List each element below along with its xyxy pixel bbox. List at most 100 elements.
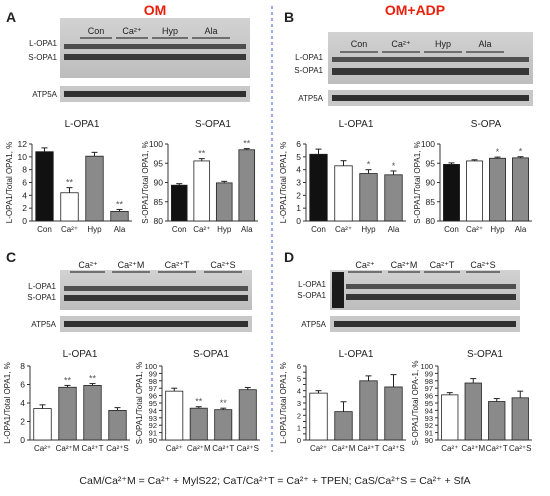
x-tick-label: Ca²⁺T	[486, 444, 508, 453]
y-tick-label: 85	[154, 197, 164, 207]
y-tick-label: 90	[425, 436, 433, 445]
y-tick-label: 8	[20, 361, 25, 371]
blot-d: L-OPA1 S-OPA1 ATP5A Ca²⁺ Ca²⁺M Ca²⁺T Ca²…	[297, 260, 520, 332]
y-tick-label: 2	[296, 190, 301, 200]
y-tick-label: 3	[296, 178, 301, 188]
y-tick-label: 4	[20, 398, 25, 408]
x-tick-label: Ca²⁺	[310, 444, 327, 453]
blot-a-band-bottom-label: S-OPA1	[28, 53, 57, 62]
x-tick-label: Ca²⁺	[441, 444, 458, 453]
x-tick-label: Ca²⁺S	[106, 444, 128, 453]
significance-label: *	[392, 161, 396, 171]
chart-c2: S-OPA1 90919293949596979899100S-OPA1/Tota…	[135, 349, 260, 453]
y-tick-label: 6	[297, 362, 301, 371]
blot-c-band-bottom-label: S-OPA1	[27, 293, 56, 302]
chart-title: S-OPA	[471, 119, 502, 130]
y-tick-label: 0	[22, 216, 27, 226]
y-tick-label: 6	[22, 178, 27, 188]
y-tick-label: 0	[296, 216, 301, 226]
bar	[488, 401, 506, 441]
x-tick-label: Ca²⁺M	[187, 444, 211, 453]
y-axis-label: L-OPA1/Total OPA1, %	[3, 362, 12, 444]
y-tick-label: 5	[297, 374, 301, 383]
panel-letter-d: D	[284, 249, 294, 265]
bar	[214, 409, 233, 441]
blot-c-lane-label: Ca²⁺M	[118, 260, 145, 270]
y-axis-label: S-OPA1/Total OPA1, %	[135, 362, 144, 444]
y-tick-label: 95	[426, 158, 436, 168]
blot-d-marker-lane	[332, 272, 344, 308]
x-tick-label: Ca²⁺	[335, 225, 352, 234]
blot-d-lane-label: Ca²⁺	[355, 260, 375, 270]
y-axis-label: S-OPA1/Total OPA-1, %	[411, 360, 420, 445]
chart-title: L-OPA1	[339, 349, 374, 360]
blot-a-band-bottom	[64, 54, 246, 60]
bar	[512, 157, 529, 222]
significance-label: **	[195, 397, 203, 407]
y-tick-label: 2	[20, 417, 25, 427]
chart-title: L-OPA1	[339, 119, 374, 130]
bar	[464, 382, 482, 441]
x-tick-label: Ca²⁺S	[382, 444, 404, 453]
y-tick-label: 100	[420, 362, 433, 371]
y-tick-label: 92	[149, 421, 157, 430]
bar	[83, 385, 102, 441]
y-tick-label: 80	[154, 216, 164, 226]
y-tick-label: 2	[297, 411, 301, 420]
bar	[238, 149, 256, 222]
panel-letter-b: B	[284, 9, 294, 25]
blot-b-loading-band	[332, 95, 529, 101]
chart-c1: L-OPA1 0 2 4 6 8 L-OPA1/Total OPA1, % Ca²⁺ ** Ca²…	[3, 349, 130, 453]
y-tick-label: 90	[149, 436, 157, 445]
blot-a-band-top	[64, 44, 246, 49]
chart-d1: L-OPA1 0 1 2 3 4 5 6 L-OPA1/Total OPA1, % Ca²⁺ Ca²…	[279, 349, 406, 453]
significance-label: *	[367, 160, 371, 170]
bar	[334, 411, 353, 441]
y-tick-label: 96	[425, 392, 433, 401]
footnote: CaM/Ca²⁺M = Ca²⁺ + MylS22; CaT/Ca²⁺T = C…	[79, 475, 470, 487]
y-tick-label: 6	[296, 139, 301, 149]
chart-title: S-OPA1	[193, 349, 229, 360]
panel-letter-c: C	[6, 249, 16, 265]
y-tick-label: 90	[426, 178, 436, 188]
significance-label: **	[243, 139, 251, 149]
x-tick-label: Ca²⁺T	[82, 444, 104, 453]
x-tick-label: Hyp	[87, 225, 102, 234]
blot-a-lane-label: Ala	[204, 26, 217, 36]
x-tick-label: Ca²⁺	[466, 225, 483, 234]
blot-c: L-OPA1 S-OPA1 ATP5A Ca²⁺ Ca²⁺M Ca²⁺T Ca²…	[27, 260, 252, 332]
blot-d-loading-band	[334, 321, 516, 327]
y-tick-label: 80	[426, 216, 436, 226]
blot-d-lane-label: Ca²⁺S	[470, 260, 495, 270]
bar	[384, 386, 403, 441]
blot-a-lane-label: Con	[88, 26, 105, 36]
blot-b-loading-label: ATP5A	[298, 94, 323, 103]
x-tick-label: Hyp	[361, 225, 376, 234]
y-tick-label: 97	[149, 384, 157, 393]
chart-title: L-OPA1	[65, 119, 100, 130]
x-tick-label: Ala	[515, 225, 527, 234]
blot-d-lane-label: Ca²⁺M	[391, 260, 418, 270]
blot-d-image	[330, 270, 520, 310]
blot-b-lane-label: Ala	[478, 39, 491, 49]
bar	[165, 390, 184, 441]
blot-b-band-bottom	[332, 68, 529, 75]
bar	[309, 153, 328, 222]
chart-b1: L-OPA1 0 1 2 3 4 5 6 L-OPA1/Total OPA1, % Con Ca²⁺…	[279, 119, 406, 234]
bar	[110, 210, 129, 222]
bar	[33, 408, 52, 441]
y-tick-label: 4	[296, 165, 301, 175]
y-axis-label: S-OPA1/Total OPA1, %	[413, 141, 422, 223]
x-tick-label: Ca²⁺S	[509, 444, 531, 453]
x-tick-label: Ala	[241, 225, 253, 234]
header-om: OM	[144, 2, 167, 18]
x-tick-label: Ca²⁺T	[212, 444, 234, 453]
y-tick-label: 98	[425, 377, 433, 386]
blot-d-band-bottom	[346, 294, 516, 300]
y-tick-label: 0	[20, 435, 25, 445]
x-tick-label: Ca²⁺	[34, 444, 51, 453]
x-tick-label: Ca²⁺S	[237, 444, 259, 453]
blot-d-band-top	[346, 284, 516, 289]
